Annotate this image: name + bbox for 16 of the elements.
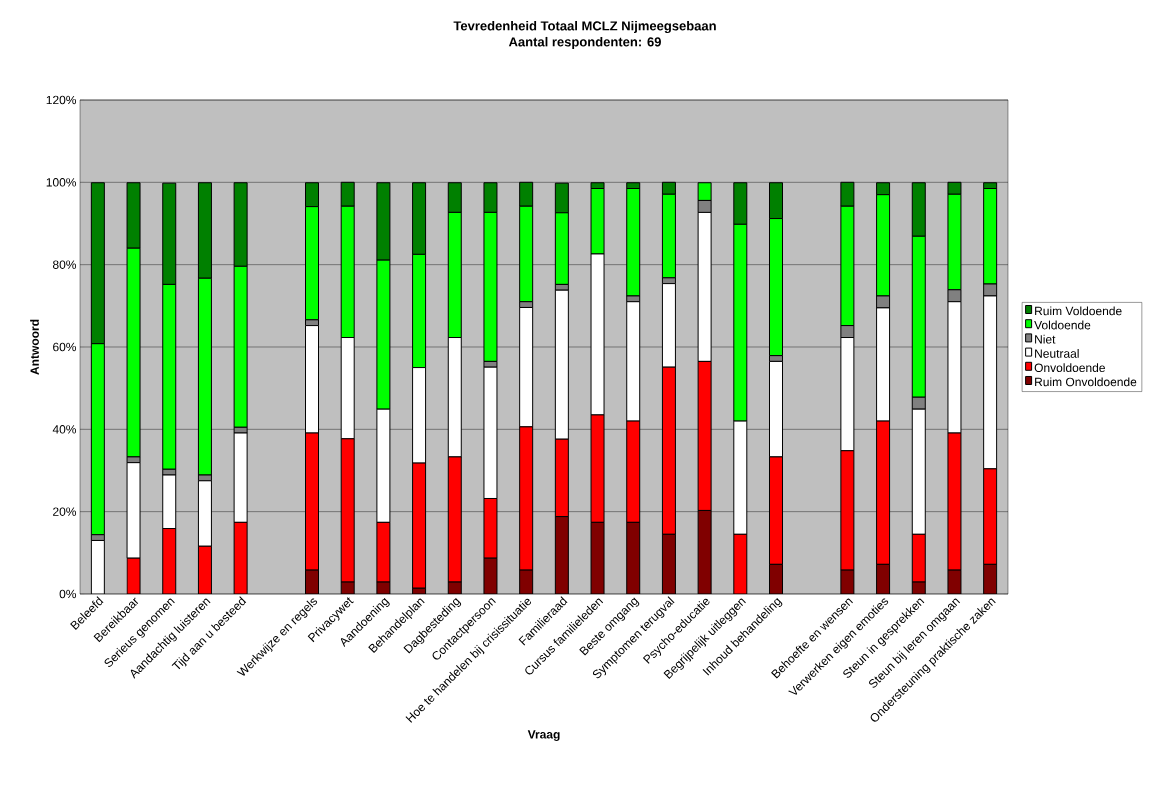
y-tick-label: 100% <box>46 178 77 187</box>
chart-subtitle: Aantal respondenten: 69 <box>508 36 661 50</box>
chart-title: Tevredenheid Totaal MCLZ Nijmeegsebaan <box>453 20 716 34</box>
legend-label: Onvoldoende <box>1034 363 1105 372</box>
legend-label: Ruim Voldoende <box>1035 306 1122 316</box>
y-axis-title: Antwoord <box>30 319 39 375</box>
legend-label: Neutraal <box>1035 349 1079 358</box>
legend-label: Voldoende <box>1034 320 1091 330</box>
y-tick-label: 40% <box>52 425 77 434</box>
y-tick-label: 60% <box>53 342 77 352</box>
legend-label: Ruim Onvoldoende <box>1035 377 1137 387</box>
y-tick-label: 120% <box>46 95 77 105</box>
legend-label: Niet <box>1035 334 1056 344</box>
y-tick-label: 80% <box>52 260 77 269</box>
y-tick-label: 20% <box>53 507 77 516</box>
x-axis-title: Vraag <box>527 730 560 742</box>
